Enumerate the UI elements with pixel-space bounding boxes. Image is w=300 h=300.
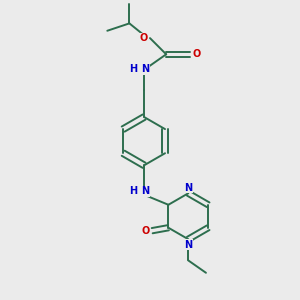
Text: O: O xyxy=(140,33,148,43)
Text: H: H xyxy=(129,186,137,196)
Text: O: O xyxy=(142,226,150,236)
Text: N: N xyxy=(142,64,150,74)
Text: H: H xyxy=(129,64,137,74)
Text: N: N xyxy=(184,239,192,250)
Text: O: O xyxy=(192,49,200,59)
Text: N: N xyxy=(184,183,192,193)
Text: N: N xyxy=(142,186,150,196)
